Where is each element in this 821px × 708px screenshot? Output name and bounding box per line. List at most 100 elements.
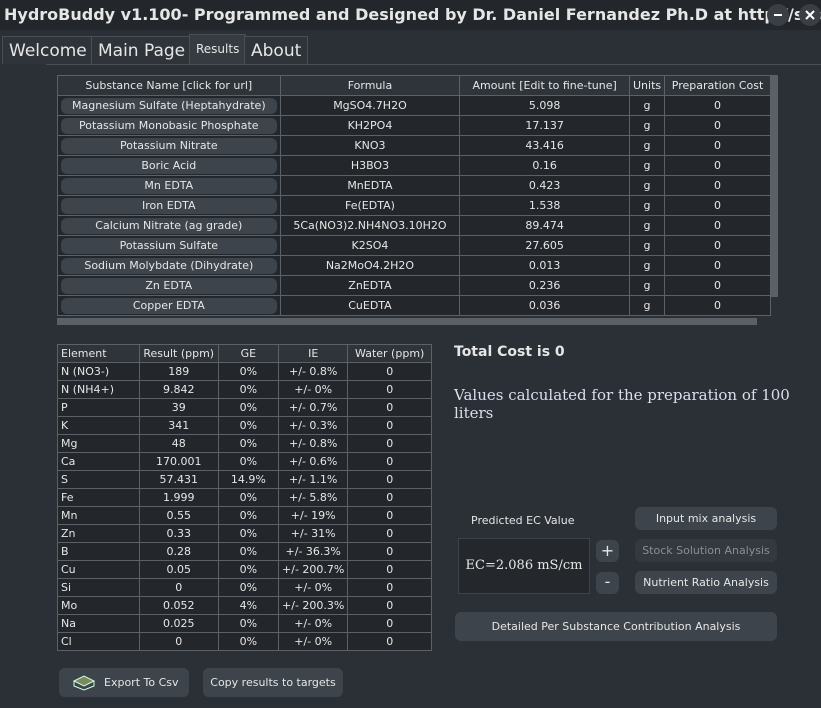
cell[interactable]: 0.013 xyxy=(459,255,630,276)
cell: +/- 36.3% xyxy=(278,542,349,561)
cell: 170.001 xyxy=(138,452,219,471)
cell: MnEDTA xyxy=(279,175,461,196)
cell: 0.025 xyxy=(138,614,219,633)
cell: P xyxy=(57,398,140,417)
cell: 0 xyxy=(664,295,771,316)
table-row: Mo 0.052 4% +/- 200.3% 0 xyxy=(57,596,432,615)
horizontal-scrollbar[interactable] xyxy=(57,318,757,325)
cell: 14.9% xyxy=(217,470,280,489)
cell: 0% xyxy=(217,560,280,579)
table-row: Boric Acid H3BO3 0.16 g 0 xyxy=(57,155,771,176)
cell: N (NO3-) xyxy=(57,362,140,381)
table-row: Zn 0.33 0% +/- 31% 0 xyxy=(57,524,432,543)
cell: N (NH4+) xyxy=(57,380,140,399)
substance-link-button[interactable]: Potassium Monobasic Phosphate xyxy=(61,117,277,134)
cell[interactable]: 0.423 xyxy=(459,175,630,196)
cell: +/- 200.7% xyxy=(278,560,349,579)
cell: 0 xyxy=(347,488,432,507)
substance-link-button[interactable]: Boric Acid xyxy=(61,157,277,174)
column-header: Amount [Edit to fine-tune] xyxy=(459,75,630,96)
cell: 0.052 xyxy=(138,596,219,615)
cell: g xyxy=(628,115,666,136)
ec-value: EC=2.086 mS/cm xyxy=(458,538,590,594)
cell: 1.999 xyxy=(138,488,219,507)
cell: KH2PO4 xyxy=(279,115,461,136)
cell[interactable]: 27.605 xyxy=(459,235,630,256)
substance-link-button[interactable]: Iron EDTA xyxy=(61,197,277,214)
substance-link-button[interactable]: Calcium Nitrate (ag grade) xyxy=(61,217,277,234)
table-row: Mg 48 0% +/- 0.8% 0 xyxy=(57,434,432,453)
cell: 0 xyxy=(664,115,771,136)
tab[interactable]: Welcome xyxy=(2,36,94,64)
cell: Potassium Nitrate xyxy=(57,135,281,156)
cell: +/- 0.8% xyxy=(278,434,349,453)
substance-link-button[interactable]: Sodium Molybdate (Dihydrate) xyxy=(61,257,277,274)
cell: 0% xyxy=(217,416,280,435)
cell[interactable]: 0.036 xyxy=(459,295,630,316)
input-mix-button[interactable]: Input mix analysis xyxy=(635,507,777,530)
table-row: Fe 1.999 0% +/- 5.8% 0 xyxy=(57,488,432,507)
ec-minus-button[interactable]: - xyxy=(596,572,619,594)
stock-solution-button[interactable]: Stock Solution Analysis xyxy=(635,539,777,562)
nutrient-ratio-button[interactable]: Nutrient Ratio Analysis xyxy=(635,571,777,594)
cell: g xyxy=(628,255,666,276)
cell: K xyxy=(57,416,140,435)
cell: H3BO3 xyxy=(279,155,461,176)
cell[interactable]: 1.538 xyxy=(459,195,630,216)
table-row: Mn EDTA MnEDTA 0.423 g 0 xyxy=(57,175,771,196)
cell: 0 xyxy=(347,470,432,489)
substance-link-button[interactable]: Potassium Sulfate xyxy=(61,237,277,254)
cell: 0 xyxy=(347,560,432,579)
cell: g xyxy=(628,235,666,256)
cell: 0 xyxy=(664,275,771,296)
cell: +/- 1.1% xyxy=(278,470,349,489)
cell: 0 xyxy=(138,632,219,651)
table-row: Si 0 0% +/- 0% 0 xyxy=(57,578,432,597)
detailed-analysis-button[interactable]: Detailed Per Substance Contribution Anal… xyxy=(455,612,777,641)
substance-link-button[interactable]: Zn EDTA xyxy=(61,277,277,294)
export-button[interactable]: Export To Csv xyxy=(59,668,189,697)
cell[interactable]: 17.137 xyxy=(459,115,630,136)
substance-link-button[interactable]: Mn EDTA xyxy=(61,177,277,194)
cell: 0% xyxy=(217,614,280,633)
cell: +/- 0% xyxy=(278,578,349,597)
cell: Ca xyxy=(57,452,140,471)
cell: Mo xyxy=(57,596,140,615)
cell: +/- 0.3% xyxy=(278,416,349,435)
cell: 0% xyxy=(217,380,280,399)
copy-results-button[interactable]: Copy results to targets xyxy=(203,668,343,697)
cell: Copper EDTA xyxy=(57,295,281,316)
cell: 0 xyxy=(347,524,432,543)
cell: Cl xyxy=(57,632,140,651)
cell: Cu xyxy=(57,560,140,579)
cell[interactable]: 89.474 xyxy=(459,215,630,236)
ec-plus-button[interactable]: + xyxy=(596,540,619,562)
table-row: Calcium Nitrate (ag grade) 5Ca(NO3)2.NH4N… xyxy=(57,215,771,236)
substance-link-button[interactable]: Copper EDTA xyxy=(61,297,277,314)
close-button[interactable] xyxy=(799,4,821,26)
cell: 0 xyxy=(347,578,432,597)
minimize-button[interactable] xyxy=(767,4,789,26)
cell: 0 xyxy=(664,135,771,156)
cell: g xyxy=(628,95,666,116)
cell[interactable]: 43.416 xyxy=(459,135,630,156)
tab[interactable]: About xyxy=(244,36,309,64)
cell: 0 xyxy=(347,416,432,435)
cell[interactable]: 5.098 xyxy=(459,95,630,116)
cell[interactable]: 0.16 xyxy=(459,155,630,176)
cell: Zn xyxy=(57,524,140,543)
cell[interactable]: 0.236 xyxy=(459,275,630,296)
cell: g xyxy=(628,295,666,316)
substance-link-button[interactable]: Potassium Nitrate xyxy=(61,137,277,154)
table-row: Magnesium Sulfate (Heptahydrate) MgSO4.7H… xyxy=(57,95,771,116)
tab[interactable]: Results xyxy=(189,34,247,64)
vertical-scrollbar[interactable] xyxy=(771,75,778,297)
table-row: N (NH4+) 9.842 0% +/- 0% 0 xyxy=(57,380,432,399)
cell: 0.55 xyxy=(138,506,219,525)
tab[interactable]: Main Page xyxy=(91,36,193,64)
cell: g xyxy=(628,175,666,196)
cell: 0% xyxy=(217,434,280,453)
header-row: Element Result (ppm) GE IE Water (ppm) xyxy=(57,344,432,363)
cell: K2SO4 xyxy=(279,235,461,256)
substance-link-button[interactable]: Magnesium Sulfate (Heptahydrate) xyxy=(61,97,277,114)
